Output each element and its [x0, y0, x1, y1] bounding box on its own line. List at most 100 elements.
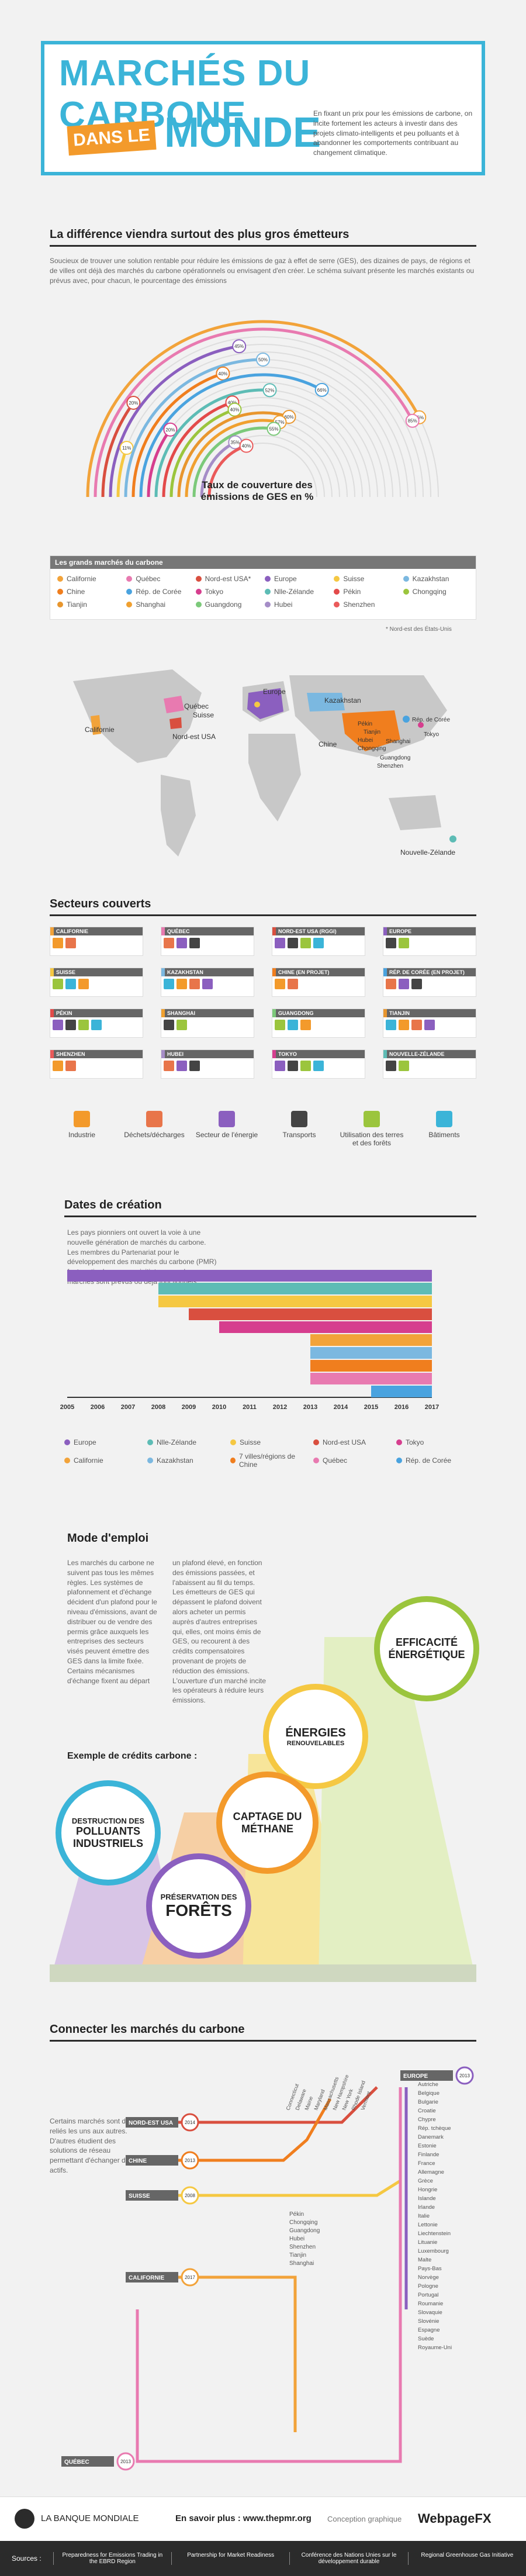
sector-icons	[50, 1058, 143, 1073]
legend-dot-icon	[396, 1439, 402, 1445]
legend-dot-icon	[313, 1439, 319, 1445]
metro-europe-country: Allemagne	[418, 2169, 444, 2176]
arc-marker	[239, 438, 254, 453]
source-item: Regional Greenhouse Gas Initiative	[407, 2552, 526, 2565]
legend-dot-icon	[64, 1439, 70, 1445]
legend-dot-icon	[334, 576, 340, 582]
footer-more[interactable]: En savoir plus : www.thepmr.org	[175, 2513, 312, 2523]
legend-dot-icon	[147, 1458, 153, 1463]
metro-station-label: EUROPE	[403, 2073, 428, 2080]
sector-legend-label: Industrie	[68, 1131, 96, 1139]
ground	[50, 1964, 476, 1982]
header: MARCHÉS DU CARBONE DANS LE MONDE En fixa…	[41, 41, 485, 175]
nordest-region	[169, 717, 182, 729]
arc-nlle-z-lande	[154, 388, 270, 498]
connect-title: Connecter les marchés du carbone	[50, 2023, 476, 2042]
sector-icon	[313, 1061, 324, 1071]
legend-label: Chine	[67, 588, 85, 596]
sources-label: Sources :	[12, 2554, 41, 2563]
metro-europe-country: Rép. tchèque	[418, 2125, 451, 2132]
sector-card-title: TIANJIN	[383, 1009, 476, 1017]
legend-label: Hubei	[274, 600, 293, 609]
sector-card-title: CALIFORNIE	[50, 927, 143, 935]
metro-europe-country: Royaume-Uni	[418, 2344, 452, 2351]
nz-marker	[449, 835, 456, 842]
arc-marker	[119, 440, 134, 455]
sector-card: NORD-EST USA (RGGI)	[272, 927, 365, 956]
legend-label: Guangdong	[205, 600, 242, 609]
section1-text: Soucieux de trouver une solution rentabl…	[50, 257, 475, 285]
title-line1: MARCHÉS DU CARBONE	[59, 53, 311, 135]
arc-track	[321, 389, 386, 498]
sector-icon	[288, 938, 298, 948]
sector-icon	[53, 979, 63, 989]
metro-line-nordest	[178, 2086, 378, 2124]
metro-europe-country: Belgique	[418, 2090, 440, 2097]
arc-marker	[126, 395, 141, 410]
sector-icon	[164, 1020, 174, 1030]
market-legend-item: Hubei	[265, 600, 330, 609]
sector-icons	[50, 976, 143, 992]
sector-icon	[300, 1061, 311, 1071]
dates-legend-item: Europe	[64, 1438, 141, 1446]
legend-dot-icon	[126, 589, 133, 595]
metro-europe-country: Lettonie	[418, 2222, 438, 2228]
sector-icon	[164, 979, 174, 989]
arc-track	[234, 405, 355, 498]
arc-track	[234, 435, 325, 498]
dates-legend-item: Nlle-Zélande	[147, 1438, 224, 1446]
metro-europe-country: Malte	[418, 2257, 431, 2263]
sector-card: KAZAKHSTAN	[161, 968, 254, 997]
connect-text: Certains marchés sont déjà reliés les un…	[50, 2117, 136, 2174]
metro-europe-country: Lituanie	[418, 2239, 437, 2246]
sector-icon	[91, 1020, 102, 1030]
metro-europe-country: Suède	[418, 2336, 434, 2342]
timeline-bar	[310, 1347, 432, 1359]
sector-card: CALIFORNIE	[50, 927, 143, 956]
metro-chine-city: Shenzhen	[289, 2244, 316, 2250]
map-label-quebec: Québec	[184, 702, 209, 710]
sector-icon	[189, 938, 200, 948]
header-intro: En fixant un prix pour les émissions de …	[313, 109, 473, 157]
markets-box: Les grands marchés du carbone Californie…	[50, 555, 476, 620]
renouvelables-label: RENOUVELABLES	[286, 1739, 345, 1747]
sectors-title: Secteurs couverts	[50, 897, 476, 916]
metro-year-label: 2017	[185, 2275, 195, 2280]
sector-card-title: KAZAKHSTAN	[161, 968, 254, 976]
sector-icons	[272, 1017, 365, 1033]
arc-track	[133, 336, 424, 498]
market-legend-item: Kazakhstan	[403, 575, 469, 583]
metro-line-quebec	[136, 2087, 402, 2463]
sector-icon	[78, 979, 89, 989]
metro-station-label: QUÉBEC	[64, 2458, 89, 2465]
legend-label: Rép. de Corée	[136, 588, 182, 596]
timeline-year-label: 2005	[60, 1404, 74, 1411]
map-label-nordest: Nord-est USA	[172, 733, 216, 741]
sector-icon	[53, 1020, 63, 1030]
map-label-californie: Californie	[85, 726, 115, 734]
sector-card: TOKYO	[272, 1049, 365, 1079]
sector-card: RÉP. DE CORÉE (EN PROJET)	[383, 968, 476, 997]
arc-value-label: 52%	[265, 388, 274, 393]
arc-marker	[232, 339, 247, 354]
legend-dot-icon	[230, 1458, 236, 1463]
sector-icon	[53, 938, 63, 948]
metro-station-label: CALIFORNIE	[129, 2275, 164, 2281]
arc-track	[232, 397, 363, 498]
arc-track	[289, 416, 348, 498]
arc-track	[239, 344, 416, 498]
sector-icon	[399, 1020, 409, 1030]
sector-icons	[161, 1017, 254, 1033]
sector-card: TIANJIN	[383, 1009, 476, 1038]
sector-card-title: NORD-EST USA (RGGI)	[272, 927, 365, 935]
arc-value-label: 11%	[122, 446, 131, 451]
sector-legend-icon	[436, 1111, 452, 1127]
legend-dot-icon	[265, 602, 271, 607]
korea-marker	[403, 716, 410, 723]
metro-europe-country: Bulgarie	[418, 2099, 438, 2105]
sector-icons	[50, 935, 143, 951]
legend-dot-icon	[195, 602, 202, 607]
metro-chine-city: Shanghai	[289, 2260, 314, 2267]
sector-icon	[78, 1020, 89, 1030]
world-map	[73, 669, 456, 857]
